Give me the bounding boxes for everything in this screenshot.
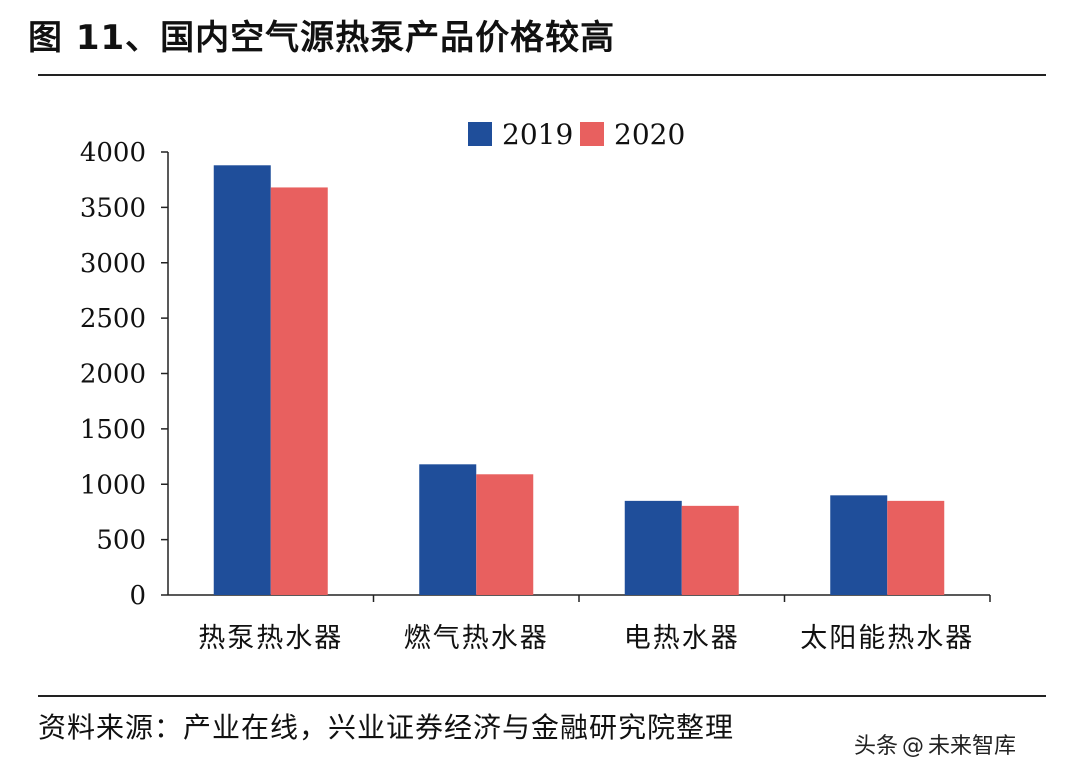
top-divider bbox=[38, 74, 1046, 76]
y-tick-label: 4000 bbox=[80, 138, 146, 168]
y-tick-label: 2000 bbox=[80, 360, 146, 390]
legend-label: 2019 bbox=[502, 118, 573, 151]
watermark: 头条 @ 未来智库 bbox=[854, 728, 1017, 760]
bar-chart: 0 500 1000 1500 2000 2500 3000 3500 4000 热泵热水器 燃气热… bbox=[80, 118, 991, 654]
legend-label: 2020 bbox=[614, 118, 685, 151]
x-tick-label: 电热水器 bbox=[624, 623, 740, 654]
figure-title: 图 11、国内空气源热泵产品价格较高 bbox=[28, 18, 616, 58]
y-tick-label: 0 bbox=[129, 581, 146, 611]
y-tick-label: 2500 bbox=[80, 304, 146, 334]
bar-2020 bbox=[681, 505, 739, 595]
y-tick-label: 1500 bbox=[80, 415, 146, 445]
x-tick-label: 太阳能热水器 bbox=[800, 623, 974, 654]
legend-swatch bbox=[468, 122, 492, 146]
x-tick-label: 燃气热水器 bbox=[404, 623, 549, 654]
at-icon: @ bbox=[902, 734, 925, 759]
y-tick-label: 3000 bbox=[80, 249, 146, 279]
watermark-handle: 未来智库 bbox=[928, 734, 1017, 759]
bar-2019 bbox=[624, 500, 682, 595]
bottom-divider bbox=[38, 695, 1046, 697]
bar-2020 bbox=[887, 500, 945, 595]
bar-2019 bbox=[213, 165, 271, 596]
legend-swatch bbox=[580, 122, 604, 146]
y-tick-label: 500 bbox=[96, 526, 146, 556]
bar-2020 bbox=[270, 187, 328, 595]
y-tick-label: 3500 bbox=[80, 193, 146, 223]
x-tick-label: 热泵热水器 bbox=[198, 623, 343, 654]
y-tick-label: 1000 bbox=[80, 470, 146, 500]
watermark-prefix: 头条 bbox=[854, 734, 899, 759]
bar-2019 bbox=[419, 464, 477, 595]
bar-2019 bbox=[830, 495, 888, 595]
source-note: 资料来源：产业在线，兴业证券经济与金融研究院整理 bbox=[38, 711, 735, 744]
bar-2020 bbox=[476, 474, 534, 595]
